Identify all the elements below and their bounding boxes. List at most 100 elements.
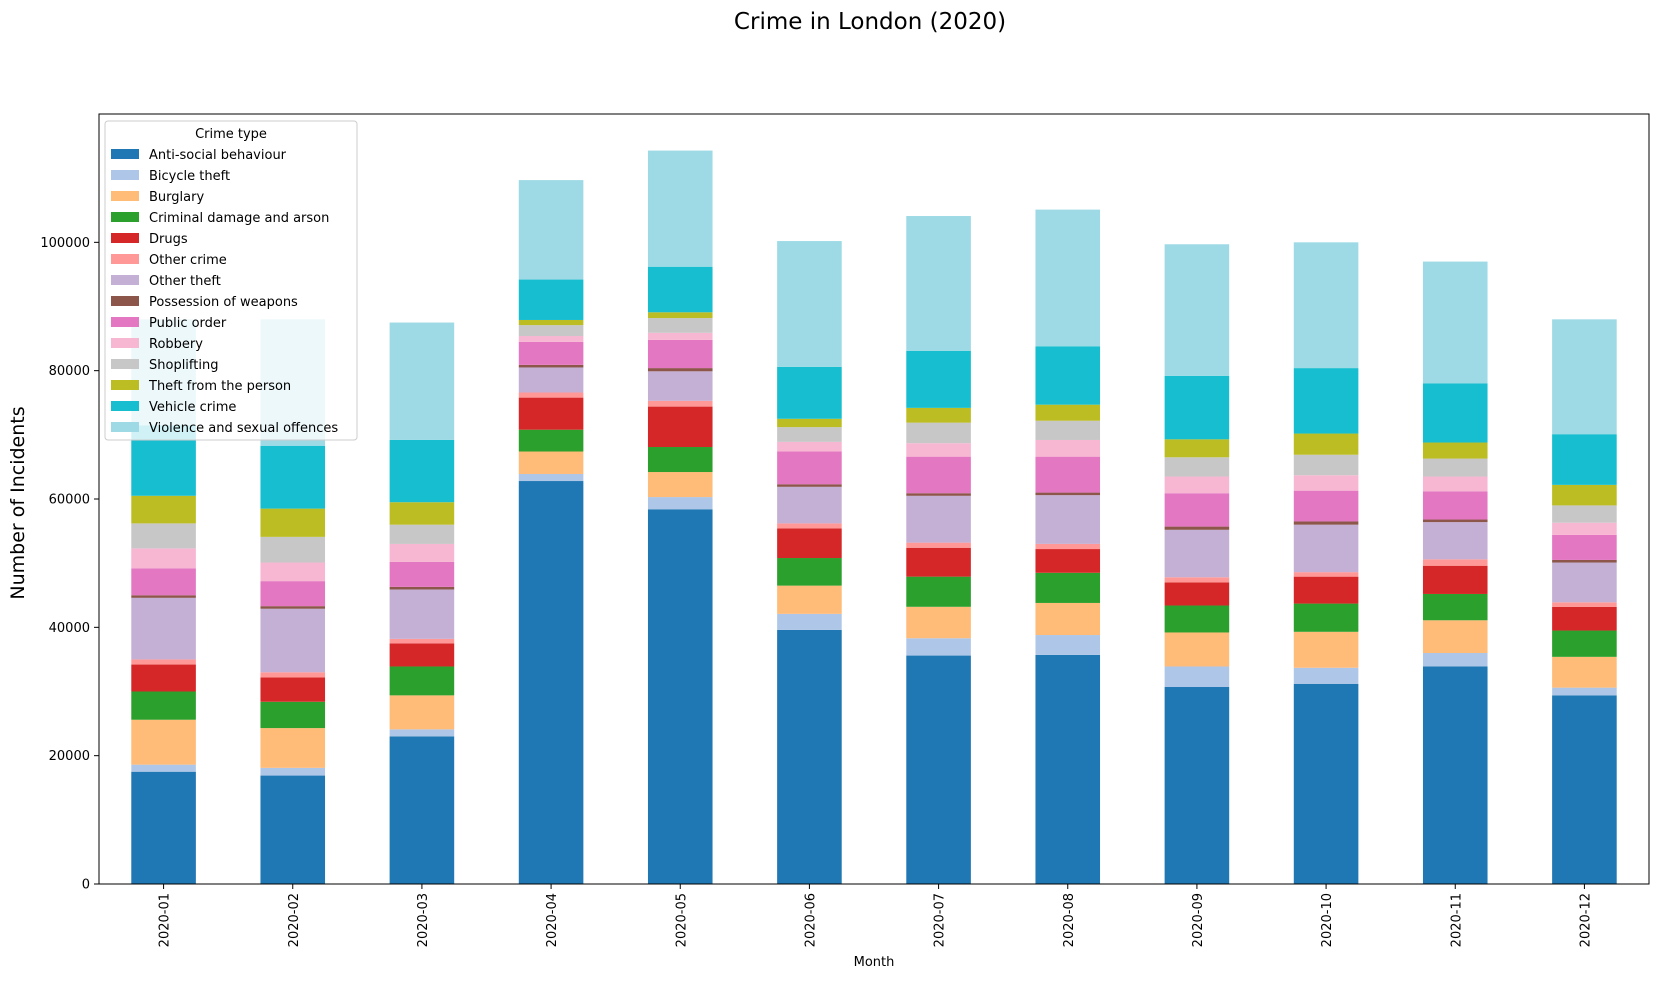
x-tick-label: 2020-01 [158,893,173,947]
bar-segment [1164,476,1230,494]
legend-label: Vehicle crime [149,400,236,415]
bar-segment [647,339,713,369]
bar-segment [518,429,584,452]
bar-segment [1035,492,1101,496]
bar-segment [1164,605,1230,633]
legend-label: Anti-social behaviour [149,148,287,163]
legend-label: Other crime [149,253,227,268]
bar-segment [1035,346,1101,405]
bar-segment [777,451,842,485]
bar-segment [1293,521,1359,525]
bar-segment [1422,519,1488,523]
bar-segment [1552,606,1617,631]
bar-segment [1035,209,1101,347]
bar-segment [1422,383,1488,443]
bar-segment [1422,458,1488,477]
bar-segment [1035,439,1101,457]
bar-segment [906,422,971,444]
bar-segment [1293,368,1359,434]
legend-swatch [111,275,139,285]
bar-segment [1293,667,1359,684]
bar-segment [1552,484,1617,506]
bar-segment [777,366,842,419]
bar-segment [389,439,455,503]
bar-segment [1293,572,1359,577]
bar-segment [1035,495,1101,544]
x-tick-label: 2020-03 [416,893,431,947]
bar-segment [131,597,196,660]
bar-segment [518,325,584,337]
bar-segment [260,672,326,678]
bar-segment [389,586,455,590]
bar-segment [647,400,713,407]
bar-segment [1164,577,1230,583]
bar-segment [647,150,713,267]
bar-segment [1293,475,1359,491]
bar-segment [777,486,842,524]
bar-segment [389,589,455,639]
bar-segment [389,736,455,884]
legend-label: Possession of weapons [149,295,298,310]
bar-segment [1552,562,1617,603]
x-axis-label: Month [854,955,895,970]
bar-segment [518,180,584,280]
bar-segment [1293,242,1359,369]
x-tick-label: 2020-06 [803,893,818,947]
bar-segment [1164,244,1230,376]
bar-segment [1422,442,1488,459]
x-tick-label: 2020-12 [1578,893,1593,947]
bar-segment [777,558,842,586]
bar-segment [906,456,971,494]
legend-swatch [111,149,139,159]
bar-segment [389,561,455,587]
bar-segment [131,548,196,569]
legend-label: Shoplifting [149,358,218,373]
bar-segment [1164,632,1230,667]
bar-segment [906,638,971,656]
bar-segment [777,523,842,529]
legend-label: Violence and sexual offences [149,421,338,436]
bar-segment [647,368,713,372]
bar-segment [260,608,326,673]
bar-segment [518,341,584,365]
legend-swatch [111,233,139,243]
bar-segment [906,407,971,423]
y-tick-label: 20000 [49,749,90,764]
x-tick-label: 2020-02 [287,893,302,947]
bar-segment [131,664,196,692]
bar-segment [1422,593,1488,621]
bar-segment [1422,565,1488,594]
bar-segment [1164,529,1230,578]
bar-segment [1293,603,1359,632]
bar-segment [1035,404,1101,421]
bar-segment [260,536,326,563]
legend-title: Crime type [195,127,267,142]
bar-segment [1164,457,1230,477]
bar-segment [1552,522,1617,535]
y-axis-label: Number of Incidents [7,406,29,599]
legend-label: Other theft [149,274,221,289]
bar-segment [647,509,713,884]
y-axis: 0 20000 40000 60000 80000 100000 [40,236,99,893]
bar-segment [389,643,455,667]
bar-segment [389,638,455,644]
x-tick-label: 2020-11 [1449,893,1464,947]
bar-segment [1422,666,1488,884]
bar-segment [647,371,713,401]
bar-segment [906,350,971,408]
bar-segment [389,322,455,440]
bar-segment [1164,493,1230,527]
bar-segment [518,364,584,368]
bar-segment [906,443,971,457]
bar-segment [518,367,584,393]
bar-segment [260,562,326,582]
bar-segment [518,397,584,430]
bar-segment [1422,476,1488,492]
bar-segment [647,406,713,448]
bar-segment [1552,534,1617,560]
bar-segment [260,677,326,702]
bar-segment [131,691,196,720]
bar-segment [906,216,971,351]
bar-segment [1422,491,1488,520]
